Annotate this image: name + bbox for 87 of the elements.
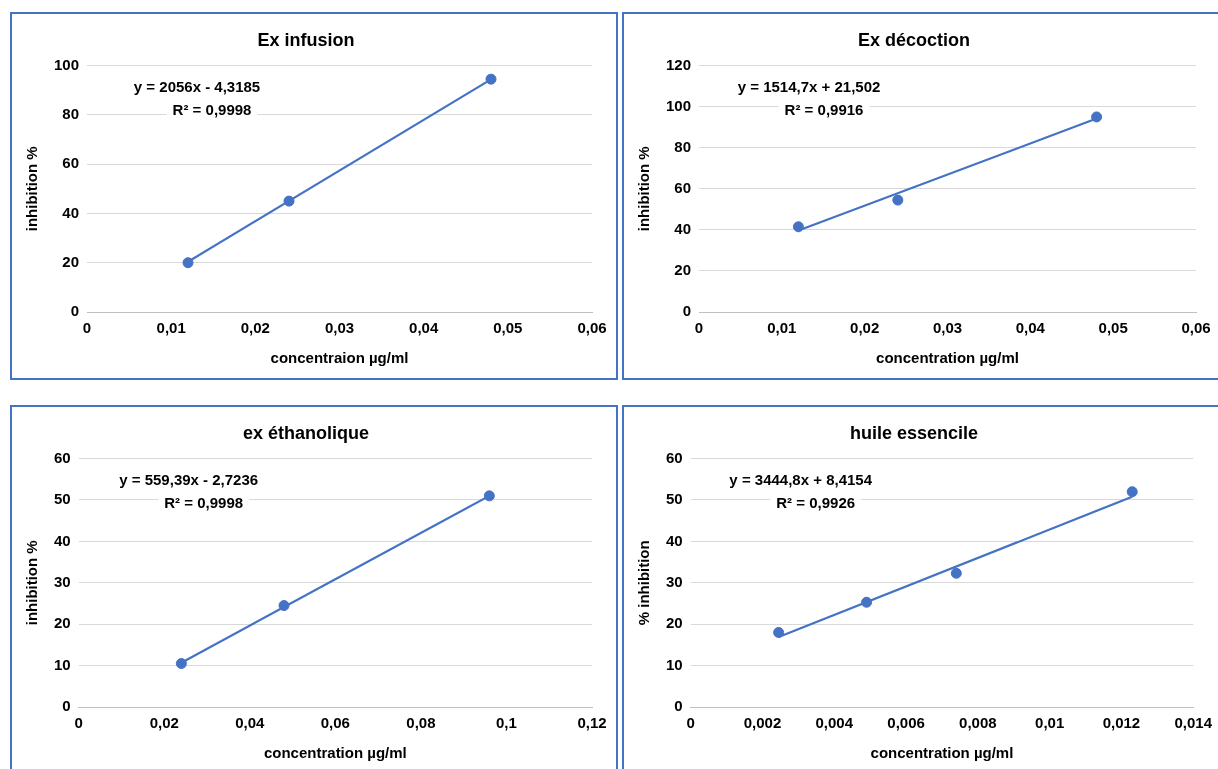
x-tick-label: 0,06 — [1181, 319, 1211, 337]
x-tick-label: 0,03 — [324, 319, 355, 337]
x-tick-label: 0,02 — [240, 319, 270, 337]
annotation: y = 3444,8x + 8,4154 — [729, 470, 873, 488]
annotation: R² = 0,9926 — [776, 493, 856, 511]
y-tick-label: 10 — [54, 655, 71, 673]
y-tick-label: 100 — [666, 96, 692, 114]
y-tick-label: 120 — [666, 55, 692, 73]
x-tick-label: 0,006 — [887, 714, 925, 732]
y-tick-label: 60 — [54, 448, 71, 466]
y-tick-label: 60 — [674, 178, 692, 196]
x-tick-label: 0,03 — [932, 319, 963, 337]
annotation: y = 1514,7x + 21,502 — [737, 77, 881, 95]
x-tick-label: 0,04 — [235, 714, 266, 732]
point — [950, 567, 962, 579]
chart-title: Ex décoction — [857, 29, 971, 50]
x-tick-label: 0,004 — [815, 714, 854, 732]
y-tick-label: 80 — [674, 137, 692, 155]
y-tick-label: 60 — [62, 154, 80, 172]
y-tick-label: 100 — [54, 55, 80, 73]
y-tick-label: 50 — [666, 490, 683, 508]
y-tick-label: 50 — [54, 490, 71, 508]
annotation: R² = 0,9998 — [172, 100, 252, 118]
y-tick-label: 30 — [666, 572, 683, 590]
y-axis-title: inhibition % — [23, 146, 41, 232]
x-tick-label: 0,008 — [959, 714, 997, 732]
point — [182, 257, 194, 269]
chart-title: huile essencile — [849, 422, 979, 443]
y-tick-label: 10 — [666, 655, 683, 673]
y-axis-title: inhibition % — [23, 540, 41, 626]
x-tick-label: 0,01 — [156, 319, 186, 337]
y-tick-label: 20 — [54, 614, 71, 632]
x-tick-label: 0,04 — [1015, 319, 1046, 337]
point — [485, 73, 497, 85]
x-tick-label: 0,01 — [767, 319, 797, 337]
point — [283, 195, 295, 207]
x-tick-label: 0,012 — [1102, 714, 1141, 732]
x-tick-label: 0,05 — [493, 319, 523, 337]
y-tick-label: 30 — [54, 572, 71, 590]
x-tick-label: 0 — [82, 319, 92, 337]
x-axis-title: concentration µg/ml — [263, 744, 407, 762]
x-tick-label: 0,02 — [149, 714, 179, 732]
x-tick-label: 0,002 — [743, 714, 782, 732]
point — [175, 658, 187, 670]
x-tick-label: 0,12 — [577, 714, 607, 732]
y-tick-label: 20 — [666, 614, 683, 632]
x-axis-title: concentration µg/ml — [870, 744, 1014, 762]
y-tick-label: 0 — [70, 302, 80, 320]
x-tick-label: 0,06 — [320, 714, 350, 732]
x-axis-title: concentration µg/ml — [876, 349, 1019, 367]
y-axis-title: % inhibition — [635, 540, 653, 626]
x-tick-label: 0,01 — [1035, 714, 1065, 732]
x-tick-label: 0,014 — [1174, 714, 1213, 732]
y-tick-label: 80 — [62, 105, 80, 123]
annotation: R² = 0,9998 — [164, 493, 244, 511]
y-tick-label: 40 — [62, 203, 80, 221]
y-tick-label: 40 — [674, 220, 692, 238]
point — [278, 600, 290, 612]
y-axis-title: inhibition % — [635, 146, 653, 232]
annotation: y = 2056x - 4,3185 — [133, 77, 261, 95]
x-tick-label: 0,02 — [850, 319, 880, 337]
point — [1091, 111, 1103, 123]
x-tick-label: 0,06 — [577, 319, 607, 337]
x-tick-label: 0,04 — [409, 319, 439, 337]
x-axis-title: concentraion µg/ml — [270, 349, 409, 367]
annotation: y = 559,39x - 2,7236 — [119, 470, 259, 488]
y-tick-label: 0 — [674, 697, 683, 715]
x-tick-label: 0 — [694, 319, 704, 337]
y-tick-label: 0 — [682, 302, 692, 320]
y-tick-label: 20 — [62, 252, 80, 270]
point — [892, 194, 904, 206]
point — [773, 626, 785, 638]
x-tick-label: 0,05 — [1098, 319, 1128, 337]
chart-title: ex éthanolique — [242, 422, 370, 443]
y-tick-label: 20 — [674, 261, 692, 279]
y-tick-label: 40 — [54, 531, 71, 549]
x-tick-label: 0,1 — [496, 714, 517, 732]
y-tick-label: 60 — [666, 448, 683, 466]
chart-title: Ex infusion — [257, 29, 355, 50]
point — [483, 490, 495, 502]
annotation: R² = 0,9916 — [784, 100, 864, 118]
y-tick-label: 40 — [666, 531, 683, 549]
y-tick-label: 0 — [62, 697, 71, 715]
x-tick-label: 0,08 — [406, 714, 436, 732]
point — [1126, 486, 1138, 498]
point — [861, 596, 873, 608]
point — [792, 221, 804, 233]
